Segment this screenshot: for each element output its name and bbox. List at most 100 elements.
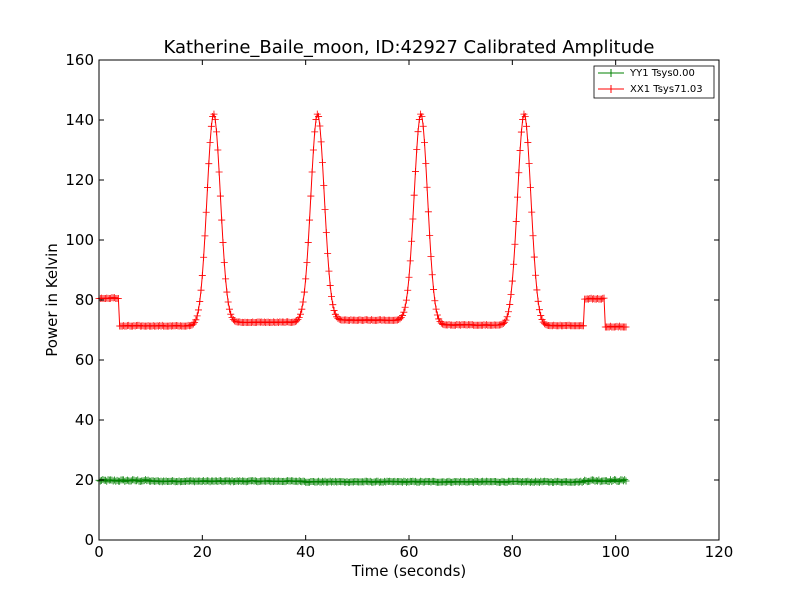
legend-marker-yy1 [607, 69, 615, 77]
data-point [213, 128, 221, 136]
data-point [302, 275, 310, 283]
y-tick-label: 40 [75, 411, 94, 429]
data-point [525, 160, 533, 168]
data-point [321, 206, 329, 214]
data-point [114, 295, 122, 302]
data-point [315, 112, 323, 120]
data-point [322, 229, 330, 237]
data-point [189, 320, 197, 328]
y-tick-label: 60 [75, 351, 94, 369]
series-markers [95, 476, 630, 486]
data-point [295, 313, 303, 321]
x-tick-label: 120 [705, 543, 734, 561]
data-point [622, 477, 630, 485]
data-point [516, 146, 524, 154]
data-point [622, 323, 630, 331]
data-point [432, 305, 440, 313]
data-point [216, 192, 224, 200]
legend-entry-yy1: YY1 Tsys0.00 [598, 68, 695, 79]
data-point [309, 146, 317, 154]
legend-entry-xx1: XX1 Tsys71.03 [598, 84, 703, 95]
data-point [406, 257, 414, 265]
data-point [414, 128, 422, 136]
data-point [210, 110, 218, 118]
data-point [418, 112, 426, 120]
data-point [600, 294, 608, 302]
y-tick-label: 120 [65, 171, 94, 189]
data-point [401, 303, 409, 311]
data-point [423, 183, 431, 191]
series-0 [95, 476, 630, 486]
data-point [528, 208, 536, 216]
plot-area: 0 20 40 60 80 100 120 0 20 40 60 80 100 120 140 160 [65, 51, 733, 561]
data-point [193, 312, 201, 320]
data-point [424, 208, 432, 216]
data-point [512, 217, 520, 225]
data-point [297, 310, 304, 318]
x-tick-label: 20 [193, 543, 212, 561]
data-point [508, 277, 516, 285]
x-tick-label: 60 [399, 543, 418, 561]
data-point [400, 308, 408, 316]
data-point [196, 298, 204, 306]
data-point [328, 293, 335, 301]
data-point [515, 169, 523, 177]
data-point [225, 305, 233, 313]
data-point [408, 237, 416, 245]
data-point [202, 208, 210, 216]
chart-title: Katherine_Baile_moon, ID:42927 Calibrate… [163, 37, 654, 58]
y-tick-label: 140 [65, 111, 94, 129]
legend-box [593, 65, 715, 99]
data-point [511, 240, 519, 248]
data-point [621, 476, 629, 484]
data-point [200, 253, 208, 261]
data-point [207, 122, 215, 130]
data-point [329, 301, 337, 309]
data-point [405, 273, 413, 281]
data-point [517, 128, 525, 136]
data-point [521, 112, 529, 120]
x-axis-label: Time (seconds) [351, 562, 467, 580]
data-point [205, 160, 213, 168]
data-point [330, 306, 338, 314]
data-point [227, 310, 235, 318]
data-point [219, 239, 227, 247]
legend-label-yy1: YY1 Tsys0.00 [629, 68, 695, 79]
data-point [506, 300, 514, 308]
data-point [316, 122, 324, 130]
data-point [426, 231, 434, 239]
legend: YY1 Tsys0.00 XX1 Tsys71.03 [593, 65, 715, 99]
data-point [510, 260, 518, 268]
data-point [427, 253, 435, 261]
data-point [194, 306, 202, 314]
y-axis-label: Power in Kelvin [43, 243, 61, 357]
data-point [419, 122, 427, 130]
data-point [304, 239, 312, 247]
data-point [422, 159, 430, 167]
data-point [325, 267, 333, 275]
series-layer [95, 110, 630, 486]
data-point [306, 216, 314, 224]
y-tick-label: 80 [75, 291, 94, 309]
data-point [411, 167, 419, 175]
y-tick-label: 0 [84, 531, 94, 549]
data-point [523, 122, 531, 130]
data-point [206, 139, 214, 147]
data-point [404, 286, 412, 294]
y-tick-label: 20 [75, 471, 94, 489]
data-point [307, 192, 315, 200]
data-point [299, 298, 307, 306]
data-point [223, 288, 231, 296]
data-point [317, 138, 325, 146]
data-point [402, 296, 410, 304]
data-point [298, 305, 306, 313]
data-point [526, 183, 534, 191]
data-point [308, 168, 316, 176]
data-point [204, 184, 211, 192]
x-tick-label: 0 [94, 543, 104, 561]
data-point [192, 316, 200, 324]
data-point [198, 271, 206, 279]
data-point [534, 297, 542, 305]
data-point [399, 311, 407, 319]
